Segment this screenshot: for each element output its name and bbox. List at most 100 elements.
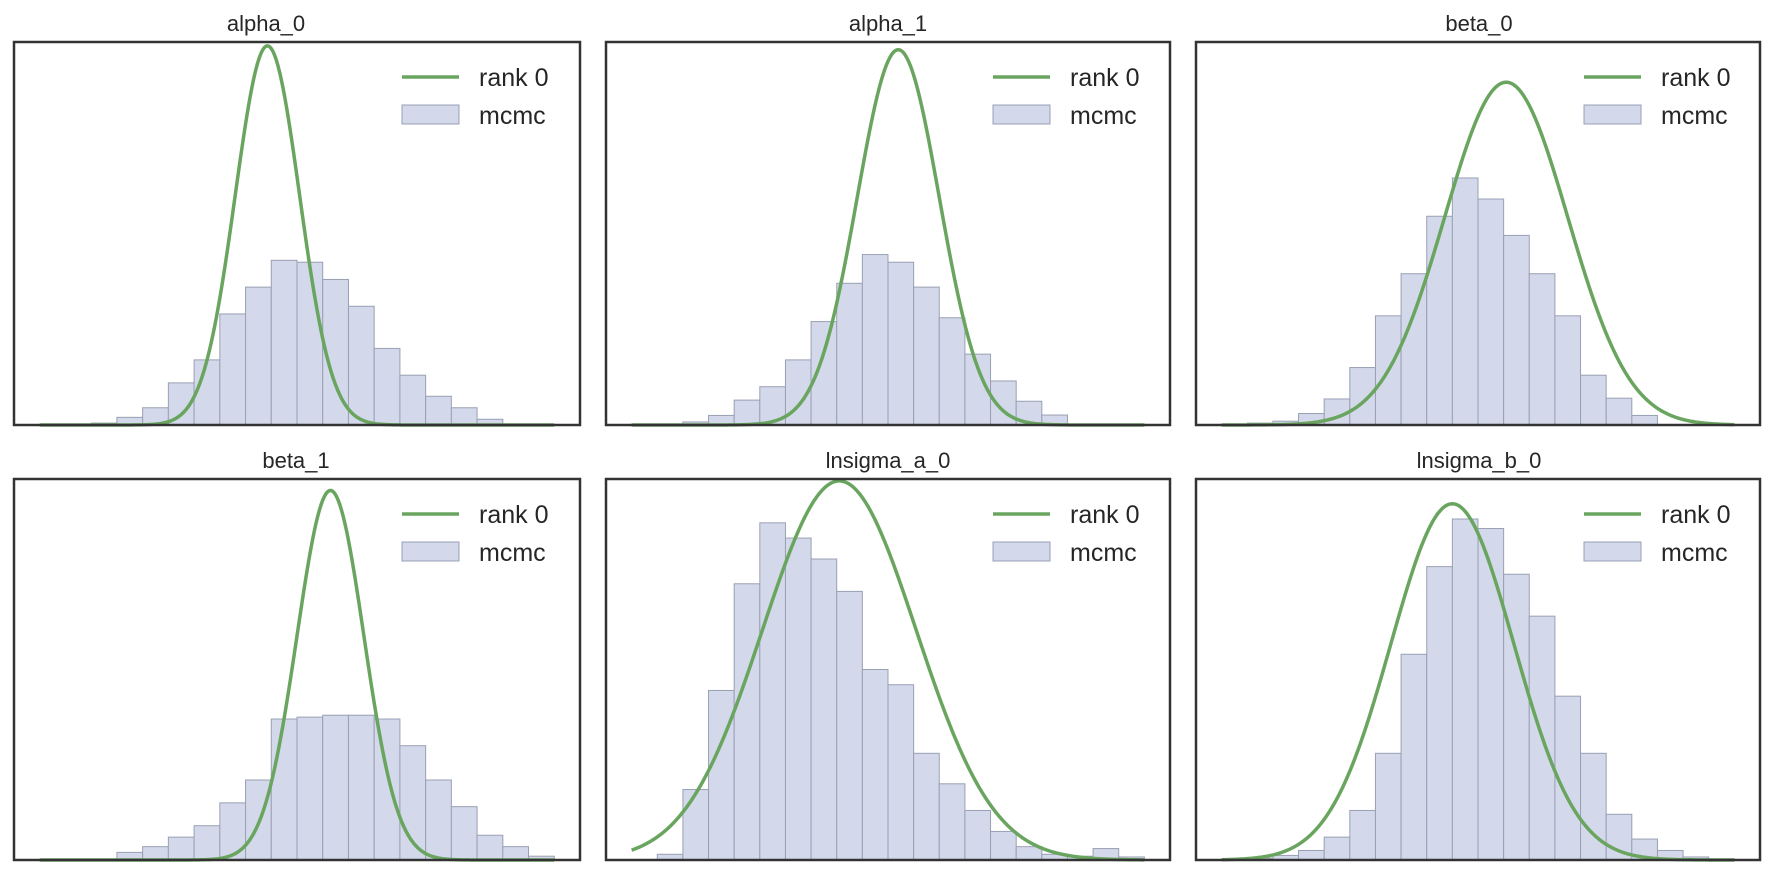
- plot-frame: [12, 477, 582, 862]
- histogram-bar: [245, 286, 272, 426]
- legend: rank 0 mcmc: [1583, 64, 1730, 130]
- plot-frame: [12, 40, 582, 427]
- histogram-bar: [373, 718, 401, 861]
- histogram-bar: [1298, 849, 1325, 861]
- plot-frame: [604, 40, 1172, 427]
- histogram-bar: [1323, 836, 1351, 861]
- plot-area: [1221, 80, 1735, 427]
- histogram-bar: [502, 846, 530, 861]
- histogram-bar: [142, 846, 169, 861]
- histogram-bar: [682, 789, 710, 861]
- legend-bar-label: mcmc: [1661, 539, 1728, 567]
- legend: rank 0 mcmc: [401, 501, 548, 567]
- plot-frame: [1194, 40, 1762, 427]
- histogram-bar: [347, 305, 375, 426]
- histogram-bar: [399, 374, 427, 426]
- legend: rank 0 mcmc: [401, 64, 548, 130]
- histogram-bar: [810, 558, 838, 861]
- legend-bar-label: mcmc: [1070, 539, 1137, 567]
- legend-bar-label: mcmc: [1661, 102, 1728, 130]
- histogram-bar: [887, 684, 915, 861]
- histogram-bar: [219, 802, 247, 861]
- histogram-bar: [733, 399, 761, 426]
- panel-title: lnsigma_a_0: [826, 448, 951, 473]
- density-curve-rank-0: [631, 479, 1145, 862]
- histogram-bar: [887, 261, 915, 426]
- panel-title: beta_1: [262, 448, 329, 473]
- histogram-bar: [1605, 397, 1633, 426]
- histogram-bar: [425, 395, 452, 426]
- panel-title: alpha_1: [849, 11, 927, 36]
- histogram-bar: [450, 407, 478, 426]
- histogram-bar: [1400, 653, 1428, 861]
- histogram-bar: [425, 779, 452, 861]
- plot-area: [39, 488, 555, 862]
- histogram-bar: [1631, 414, 1658, 426]
- histogram-bar: [219, 313, 247, 426]
- histogram-bar: [476, 834, 504, 861]
- legend-line-label: rank 0: [1661, 64, 1730, 92]
- histogram-bar: [938, 783, 966, 861]
- histogram-bar: [193, 359, 221, 426]
- legend-line-label: rank 0: [479, 64, 548, 92]
- legend: rank 0 mcmc: [992, 501, 1139, 567]
- histogram-bar: [167, 836, 195, 861]
- histogram-bar: [733, 583, 761, 861]
- density-curve-rank-0: [1221, 80, 1735, 427]
- histogram-bar: [861, 669, 889, 861]
- histogram-bar: [1580, 752, 1607, 861]
- legend-bar-label: mcmc: [479, 539, 546, 567]
- legend-bar-swatch: [401, 541, 460, 562]
- legend-line-label: rank 0: [479, 501, 548, 529]
- histogram-bar: [1477, 528, 1505, 861]
- legend-bar-swatch: [992, 541, 1051, 562]
- histogram-bar: [1451, 518, 1479, 861]
- histogram-bar: [1580, 374, 1607, 426]
- legend: rank 0 mcmc: [992, 64, 1139, 130]
- legend-bar-swatch: [401, 104, 460, 125]
- plot-frame: [1194, 477, 1762, 862]
- panel-title: beta_0: [1445, 11, 1512, 36]
- legend-line-label: rank 0: [1070, 64, 1139, 92]
- legend-bar-label: mcmc: [1070, 102, 1137, 130]
- histogram-bar: [296, 716, 324, 861]
- histogram-bar: [861, 254, 889, 426]
- histogram-bar: [1503, 234, 1530, 426]
- histogram-bar: [347, 714, 375, 861]
- histogram-bar: [1349, 367, 1376, 426]
- histogram-bar: [836, 590, 863, 861]
- legend-bar-swatch: [992, 104, 1051, 125]
- legend: rank 0 mcmc: [1583, 501, 1730, 567]
- plot-frame: [604, 477, 1172, 862]
- plot-area: [39, 44, 555, 427]
- plot-area: [1221, 502, 1735, 862]
- histogram-bar: [1349, 809, 1376, 861]
- panel-lnsigma-b-0: lnsigma_b_0 rank 0 mcmc: [1194, 448, 1762, 862]
- legend-bar-swatch: [1583, 541, 1642, 562]
- panel-lnsigma-a-0: lnsigma_a_0 rank 0 mcmc: [604, 448, 1172, 862]
- histogram-bar: [270, 718, 298, 861]
- plot-area: [631, 479, 1145, 862]
- legend-line-label: rank 0: [1070, 501, 1139, 529]
- plot-area: [631, 47, 1145, 427]
- histogram-bar: [913, 752, 940, 861]
- legend-line-label: rank 0: [1661, 501, 1730, 529]
- histogram-bar: [193, 825, 221, 861]
- histogram-bar: [1015, 846, 1043, 861]
- histogram-bar: [784, 537, 812, 861]
- legend-bar-swatch: [1583, 104, 1642, 125]
- histogram-bar: [1400, 273, 1428, 426]
- histogram-bar: [1451, 177, 1479, 426]
- histogram-bar: [1528, 273, 1556, 426]
- histogram-bar: [373, 347, 401, 426]
- legend-bar-label: mcmc: [479, 102, 546, 130]
- panel-title: alpha_0: [227, 11, 305, 36]
- panel-beta-1: beta_1 rank 0 mcmc: [12, 448, 582, 862]
- histogram-bar: [913, 286, 940, 426]
- histogram-bar: [1374, 752, 1402, 861]
- histogram-bar: [938, 317, 966, 426]
- panel-beta-0: beta_0 rank 0 mcmc: [1194, 11, 1762, 427]
- histogram-bar: [1554, 315, 1582, 426]
- histogram-bar: [836, 282, 863, 426]
- histogram-bar: [964, 809, 992, 861]
